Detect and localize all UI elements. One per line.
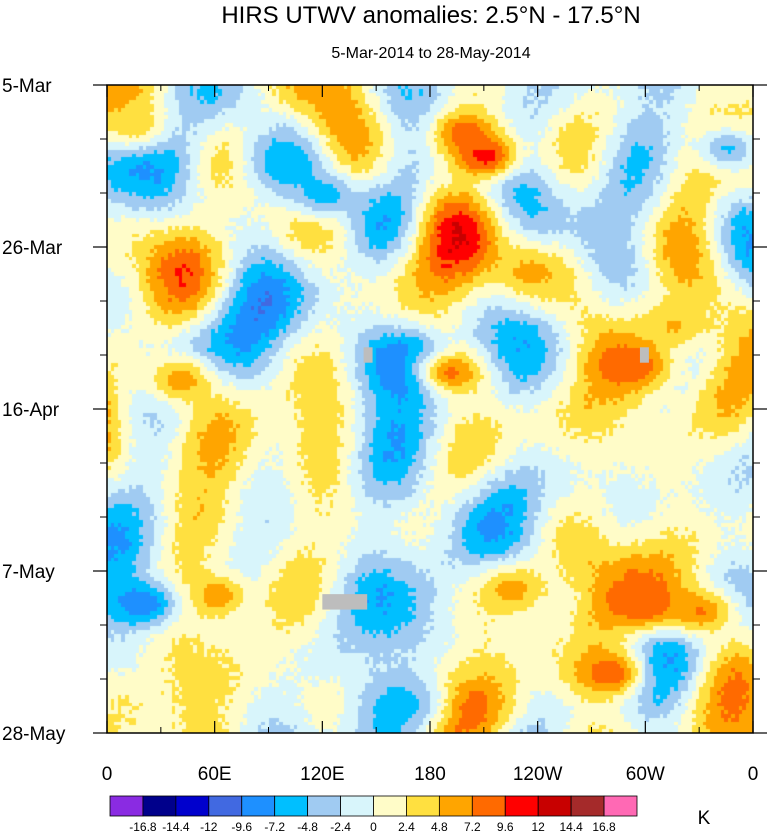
- colorbar-label: -14.4: [162, 820, 190, 834]
- colorbar-label: 16.8: [592, 820, 616, 834]
- y-tick-label: 7-May: [2, 562, 55, 583]
- x-tick-label: 120W: [513, 764, 563, 785]
- x-tick-label: 60E: [198, 764, 232, 785]
- x-tick-label: 0: [748, 764, 759, 785]
- colorbar-label: -7.2: [264, 820, 285, 834]
- colorbar-label: 12: [532, 820, 546, 834]
- chart-subtitle: 5-Mar-2014 to 28-May-2014: [331, 45, 530, 62]
- colorbar-label: 7.2: [464, 820, 481, 834]
- colorbar-swatch: [537, 795, 572, 817]
- colorbar-label: -9.6: [231, 820, 252, 834]
- colorbar-swatch: [109, 795, 144, 817]
- colorbar-swatch: [340, 795, 374, 817]
- colorbar-label: -16.8: [129, 820, 157, 834]
- colorbar-label: -4.8: [297, 820, 318, 834]
- missing-data-patch: [639, 347, 649, 363]
- chart-title: HIRS UTWV anomalies: 2.5°N - 17.5°N: [221, 2, 640, 29]
- x-tick-label: 180: [414, 764, 446, 785]
- colorbar-swatch: [307, 795, 341, 817]
- colorbar-swatch: [438, 795, 473, 817]
- colorbar-swatch: [603, 795, 638, 817]
- x-tick-label: 120E: [300, 764, 344, 785]
- missing-data-patch: [363, 347, 373, 363]
- x-axis: 0 60E 120E 180 120W 60W 0: [102, 85, 759, 785]
- y-tick-label: 26-Mar: [2, 238, 63, 259]
- colorbar-units: K: [698, 808, 711, 829]
- colorbar-swatch: [570, 795, 605, 817]
- colorbar-swatch: [406, 795, 440, 817]
- colorbar-label: -12: [200, 820, 218, 834]
- colorbar-label: 4.8: [431, 820, 448, 834]
- colorbar-label: 2.4: [398, 820, 415, 834]
- plot-area: [107, 85, 753, 733]
- colorbar-label: 0: [370, 820, 377, 834]
- colorbar-swatch: [504, 795, 539, 817]
- colorbar-label: 14.4: [559, 820, 583, 834]
- anomaly-field: [107, 85, 753, 733]
- colorbar-swatch: [241, 795, 276, 817]
- x-tick-label: 0: [102, 764, 113, 785]
- missing-data-patch: [322, 594, 368, 610]
- missing-data-layer: [322, 347, 649, 610]
- y-tick-label: 16-Apr: [2, 400, 60, 421]
- colorbar-swatch: [471, 795, 506, 817]
- x-tick-label: 60W: [626, 764, 665, 785]
- y-axis: 5-Mar 26-Mar 16-Apr 7-May 28-May: [2, 76, 767, 745]
- y-tick-label: 5-Mar: [2, 76, 52, 97]
- y-tick-label: 28-May: [2, 724, 66, 745]
- colorbar-swatch: [142, 795, 177, 817]
- colorbar-swatch: [175, 795, 210, 817]
- colorbar-swatch: [208, 795, 243, 817]
- colorbar-swatch: [373, 795, 407, 817]
- colorbar: -16.8 -14.4 -12 -9.6 -7.2 -4.8 -2.4 0 2.4 4.8 7.2 9…: [109, 795, 638, 834]
- colorbar-swatch: [274, 795, 309, 817]
- colorbar-label: -2.4: [330, 820, 351, 834]
- colorbar-label: 9.6: [497, 820, 514, 834]
